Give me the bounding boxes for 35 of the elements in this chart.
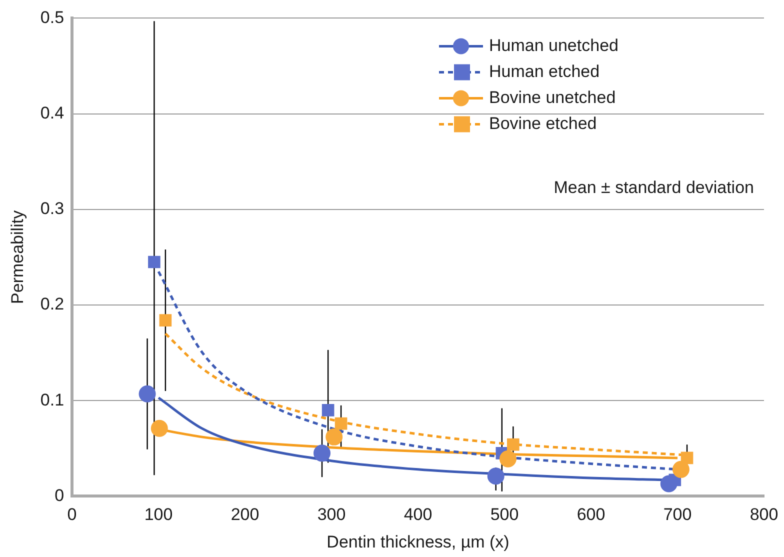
point [138,385,156,402]
legend-label: Human unetched [489,36,618,55]
y-tick-label: 0.4 [40,103,64,122]
y-tick-label: 0.5 [40,8,64,27]
y-tick-label: 0.2 [40,294,64,314]
point [326,428,343,446]
point [672,460,690,478]
point [487,468,504,485]
point [148,256,160,268]
point [150,420,168,437]
x-tick-label: 300 [317,505,346,524]
y-tick-label: 0.1 [40,390,64,410]
x-tick-label: 700 [663,505,692,524]
x-tick-label: 200 [230,505,260,524]
point [680,452,694,464]
point [334,417,348,430]
point [507,438,520,451]
point [499,450,516,468]
x-tick-label: 0 [67,505,77,524]
y-tick-label: 0 [54,486,64,505]
y-tick-label: 0.3 [40,199,64,218]
x-tick-label: 800 [750,505,778,524]
y-axis-title: Permeability [8,210,27,304]
x-tick-label: 600 [576,505,606,524]
point [314,444,331,462]
x-tick-label: 400 [404,505,432,524]
x-tick-label: 100 [144,505,173,524]
x-tick-label: 500 [490,505,519,524]
legend-label: Bovine etched [489,114,597,133]
legend-label: Bovine unetched [489,88,616,107]
x-axis-title: Dentin thickness, µm (x) [326,532,510,552]
legend-label: Human etched [489,62,600,81]
annotation: Mean ± standard deviation [554,178,754,197]
point [159,314,172,326]
point [322,404,334,416]
